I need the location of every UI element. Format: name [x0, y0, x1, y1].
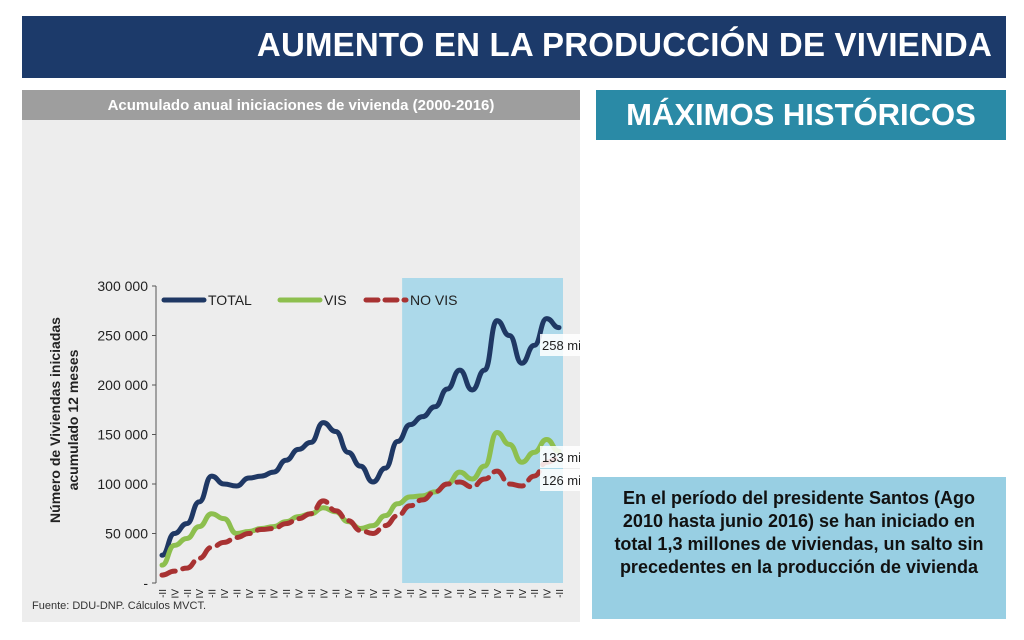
summary-text: En el período del presidente Santos (Ago…	[614, 488, 984, 577]
x-tick-label: 02-IV	[220, 589, 231, 598]
end-label-background	[540, 334, 580, 356]
x-tick-label: 04-IV	[270, 589, 281, 598]
x-tick-label: 14-IV	[518, 589, 529, 598]
x-tick-label: 01-IV	[195, 589, 206, 598]
end-label-background	[540, 469, 580, 491]
x-tick-label: 07-IV	[344, 589, 355, 598]
x-tick-label: 10-II	[406, 589, 417, 598]
x-tick-label: 06-IV	[319, 589, 330, 598]
title-banner: AUMENTO EN LA PRODUCCIÓN DE VIVIENDA	[22, 16, 1006, 78]
x-tick-label: 11-IV	[443, 589, 454, 598]
y-tick-label: 50 000	[105, 526, 148, 542]
highlight-region	[402, 278, 563, 583]
x-tick-label: 09-IV	[394, 589, 405, 598]
chart-title: Acumulado anual iniciaciones de vivienda…	[107, 97, 495, 114]
legend-label: VIS	[324, 292, 347, 308]
y-tick-label: 300 000	[97, 278, 148, 294]
end-value-label: 126 mil	[542, 473, 580, 488]
x-tick-label: 00-IV	[170, 589, 181, 598]
line-chart: - 50 000 100 000 150 000 200 000 250 000 300 0…	[47, 278, 580, 598]
x-tick-label: 04-II	[257, 589, 268, 598]
end-label-background	[540, 446, 580, 468]
x-tick-label: 05-IV	[294, 589, 305, 598]
max-historicos-title: MÁXIMOS HISTÓRICOS	[626, 97, 976, 132]
end-value-label: 133 mil	[542, 450, 580, 465]
series-line-total	[159, 316, 562, 558]
x-tick-label: 13-IV	[493, 589, 504, 598]
x-tick-label: 13-II	[481, 589, 492, 598]
page-title: AUMENTO EN LA PRODUCCIÓN DE VIVIENDA	[256, 26, 992, 63]
x-tick-label: 14-II	[505, 589, 516, 598]
x-tick-label: 08-II	[357, 589, 368, 598]
x-tick-label: 01-II	[183, 589, 194, 598]
x-tick-label: 12-IV	[468, 589, 479, 598]
y-tick-label: 200 000	[97, 377, 148, 393]
y-tick-label: 250 000	[97, 328, 148, 344]
series-line-no-vis	[159, 455, 562, 578]
y-tick-label: 100 000	[97, 476, 148, 492]
x-tick-label: 12-II	[456, 589, 467, 598]
x-tick-label: 11-II	[431, 589, 442, 598]
y-axis-label: Número de Viviendas iniciadas acumulado 1…	[47, 317, 81, 523]
x-tick-label: 03-II	[232, 589, 243, 598]
x-tick-label: 00-II	[158, 589, 169, 598]
end-value-label: 258 mil	[542, 338, 580, 353]
y-tick-label: -	[143, 575, 148, 591]
max-historicos-box: MÁXIMOS HISTÓRICOS	[596, 90, 1006, 140]
source-note: Fuente: DDU-DNP. Cálculos MVCT.	[32, 600, 207, 612]
x-tick-label: 15-IV	[543, 589, 554, 598]
chart-header: Acumulado anual iniciaciones de vivienda…	[22, 90, 580, 120]
summary-box: En el período del presidente Santos (Ago…	[592, 477, 1006, 619]
x-tick-label: 07-II	[332, 589, 343, 598]
x-tick-label: 09-II	[381, 589, 392, 598]
x-tick-label: 08-IV	[369, 589, 380, 598]
x-tick-label: 06-II	[307, 589, 318, 598]
legend-label: TOTAL	[208, 292, 252, 308]
chart-panel: Acumulado anual iniciaciones de vivienda…	[22, 90, 580, 622]
y-tick-label: 150 000	[97, 427, 148, 443]
legend-label: NO VIS	[410, 292, 457, 308]
x-tick-label: 05-II	[282, 589, 293, 598]
x-tick-label: 10-IV	[419, 589, 430, 598]
x-tick-label: 03-IV	[245, 589, 256, 598]
x-tick-label: 02-II	[208, 589, 219, 598]
x-tick-label: 16-II	[555, 589, 566, 598]
x-tick-label: 15-II	[530, 589, 541, 598]
